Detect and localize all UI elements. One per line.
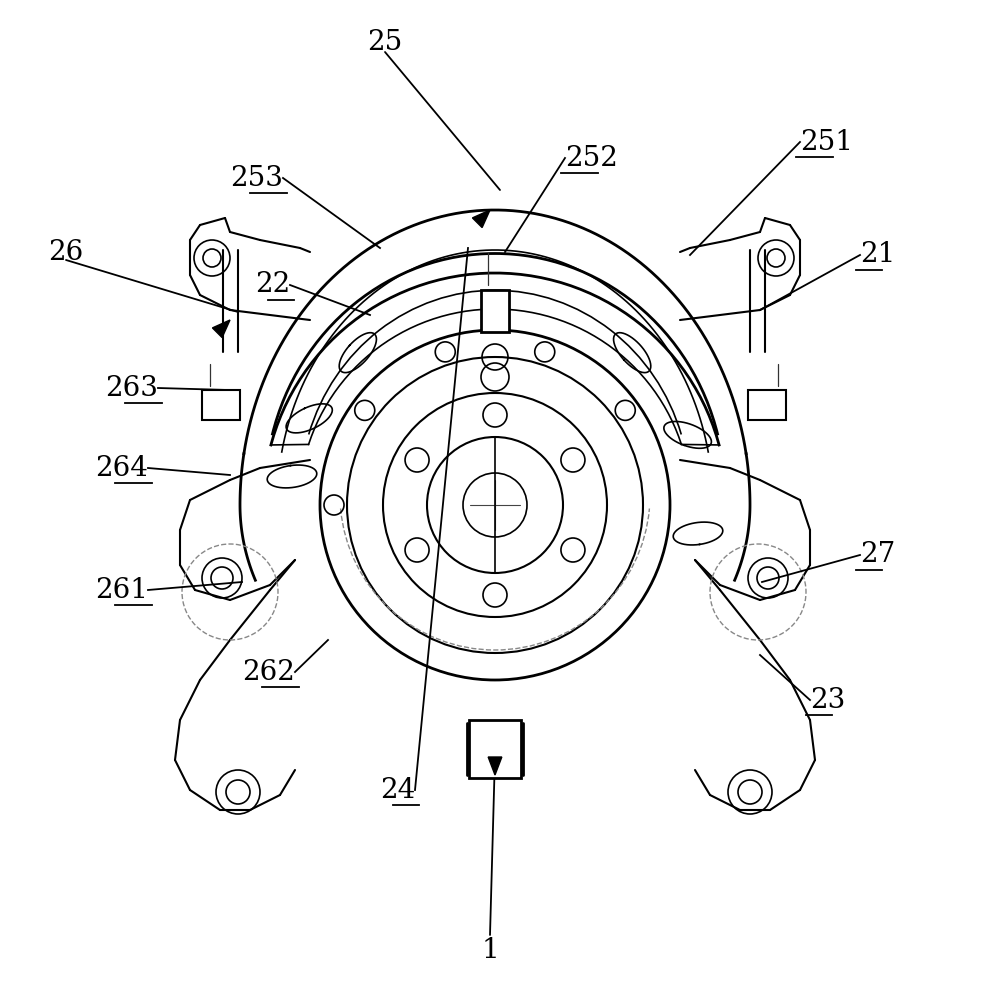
Text: 22: 22	[254, 271, 290, 298]
Text: 25: 25	[367, 28, 403, 55]
Text: 1: 1	[481, 936, 499, 964]
Bar	[202, 390, 240, 420]
Bar	[469, 720, 521, 778]
Text: 251: 251	[800, 128, 853, 155]
Text: 253: 253	[230, 164, 283, 192]
Text: 263: 263	[105, 374, 158, 401]
Text: 261: 261	[95, 576, 148, 603]
Text: 262: 262	[243, 658, 295, 686]
Text: 27: 27	[860, 542, 895, 568]
Text: 24: 24	[380, 776, 415, 804]
Text: 264: 264	[95, 454, 148, 482]
Polygon shape	[472, 210, 490, 228]
Text: 26: 26	[48, 238, 83, 265]
Polygon shape	[488, 757, 502, 775]
Text: 21: 21	[860, 241, 895, 268]
Text: 252: 252	[565, 144, 618, 172]
Polygon shape	[213, 320, 230, 338]
Text: 23: 23	[810, 686, 845, 714]
Bar	[748, 390, 786, 420]
Bar	[481, 290, 509, 332]
